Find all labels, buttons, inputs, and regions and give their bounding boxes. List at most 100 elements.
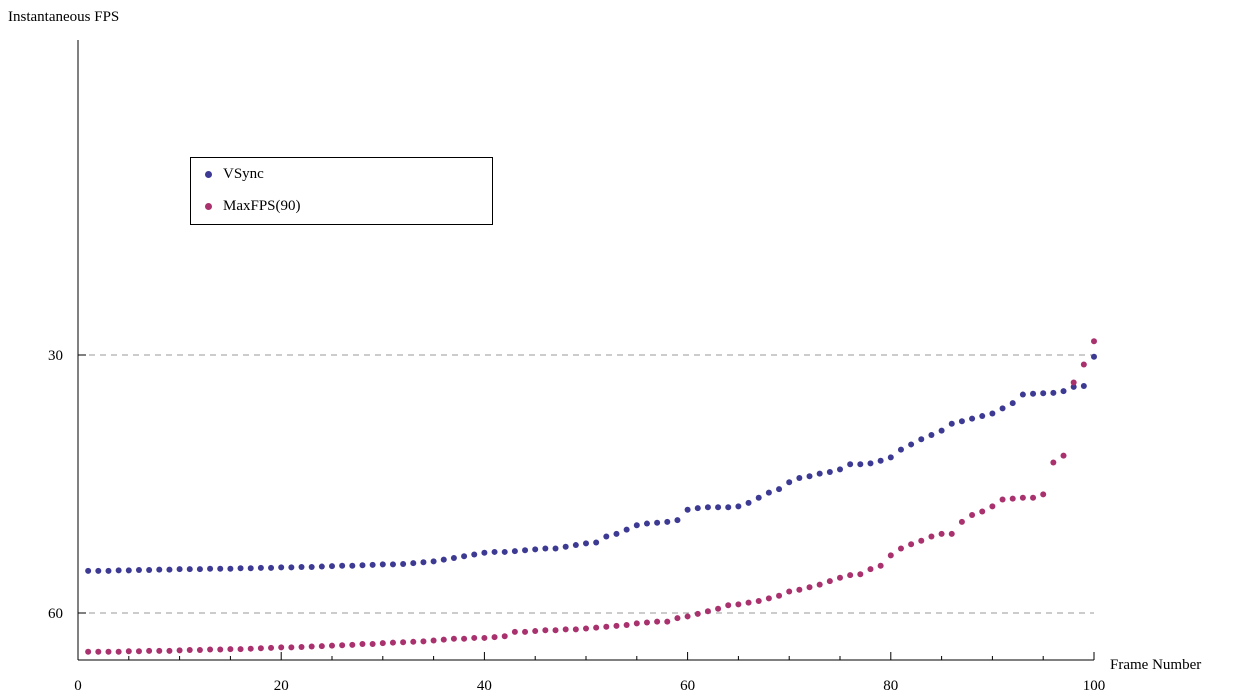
data-point xyxy=(176,566,183,573)
data-point xyxy=(359,562,366,569)
data-point xyxy=(511,548,518,555)
data-point xyxy=(400,560,407,567)
x-tick-label: 60 xyxy=(680,678,695,694)
data-point xyxy=(389,561,396,568)
data-point xyxy=(85,648,92,655)
data-point xyxy=(339,562,346,569)
data-point xyxy=(247,645,254,652)
data-point xyxy=(725,602,732,609)
data-point xyxy=(877,457,884,464)
x-axis-label: Frame Number xyxy=(1110,657,1201,673)
data-point xyxy=(867,460,874,467)
data-point xyxy=(684,506,691,513)
data-point xyxy=(1091,338,1097,345)
data-point xyxy=(796,586,803,593)
data-point xyxy=(369,561,376,568)
legend-item-maxfps: MaxFPS(90) xyxy=(205,198,301,215)
data-point xyxy=(501,633,508,640)
data-point xyxy=(887,454,894,461)
data-point xyxy=(298,643,305,650)
data-point xyxy=(816,581,823,588)
data-point xyxy=(217,646,224,653)
data-point xyxy=(633,620,640,627)
data-point xyxy=(501,548,508,555)
data-point xyxy=(633,522,640,529)
data-point xyxy=(786,588,793,595)
data-point xyxy=(938,427,945,434)
data-point xyxy=(745,599,752,606)
data-point xyxy=(196,566,203,573)
data-point xyxy=(694,505,701,512)
data-point xyxy=(928,533,935,540)
data-point xyxy=(664,618,671,625)
series-vsync xyxy=(85,353,1097,574)
data-point xyxy=(704,504,711,511)
data-point xyxy=(583,540,589,547)
data-point xyxy=(897,446,904,453)
data-point xyxy=(288,644,295,651)
data-point xyxy=(227,565,234,572)
data-point xyxy=(1050,459,1057,466)
data-point xyxy=(308,563,315,570)
data-point xyxy=(430,558,437,565)
data-point xyxy=(471,551,478,558)
y-tick-marks: 30 60 xyxy=(48,348,86,622)
data-point xyxy=(166,647,173,654)
data-point xyxy=(765,489,772,496)
data-point xyxy=(125,567,132,574)
data-point xyxy=(379,561,386,568)
legend: VSync MaxFPS(90) xyxy=(190,157,493,225)
data-point xyxy=(105,648,112,655)
data-point xyxy=(369,640,376,647)
data-point xyxy=(146,567,153,573)
data-point xyxy=(166,566,173,573)
data-point xyxy=(694,610,701,617)
data-point xyxy=(440,636,447,643)
data-point xyxy=(1080,382,1087,389)
data-point xyxy=(257,645,264,652)
data-point xyxy=(593,539,600,546)
data-point xyxy=(522,547,529,554)
data-point xyxy=(786,479,793,486)
data-point xyxy=(318,563,325,570)
data-point xyxy=(704,608,711,615)
data-point xyxy=(257,564,264,571)
data-point xyxy=(979,508,986,515)
data-point xyxy=(643,619,650,626)
data-point xyxy=(450,554,457,561)
data-point xyxy=(999,405,1006,412)
data-point xyxy=(379,640,386,647)
data-point xyxy=(186,646,193,653)
data-point xyxy=(857,461,864,468)
data-point xyxy=(247,565,254,572)
data-point xyxy=(491,548,498,555)
data-point xyxy=(552,627,559,634)
data-point xyxy=(389,639,396,646)
data-point xyxy=(196,646,203,653)
data-point xyxy=(765,595,772,602)
data-point xyxy=(308,643,315,650)
data-point xyxy=(542,545,549,552)
data-point xyxy=(654,618,661,625)
data-point xyxy=(806,584,813,591)
x-tick-label: 80 xyxy=(883,678,898,694)
data-point xyxy=(613,530,620,537)
data-point xyxy=(562,626,569,633)
data-point xyxy=(1030,390,1037,397)
data-point xyxy=(125,648,132,655)
data-point xyxy=(623,526,630,533)
x-tick-label: 40 xyxy=(477,678,492,694)
data-point xyxy=(461,635,468,642)
data-point xyxy=(572,542,579,549)
data-point xyxy=(948,420,955,427)
data-point xyxy=(1060,388,1067,395)
legend-marker-maxfps xyxy=(205,203,212,210)
data-point xyxy=(176,647,183,654)
data-point xyxy=(146,647,153,654)
data-point xyxy=(572,626,579,633)
data-point xyxy=(278,564,285,571)
data-point xyxy=(115,648,122,655)
data-point xyxy=(1009,495,1016,502)
data-point xyxy=(1091,353,1097,360)
data-point xyxy=(908,541,915,548)
